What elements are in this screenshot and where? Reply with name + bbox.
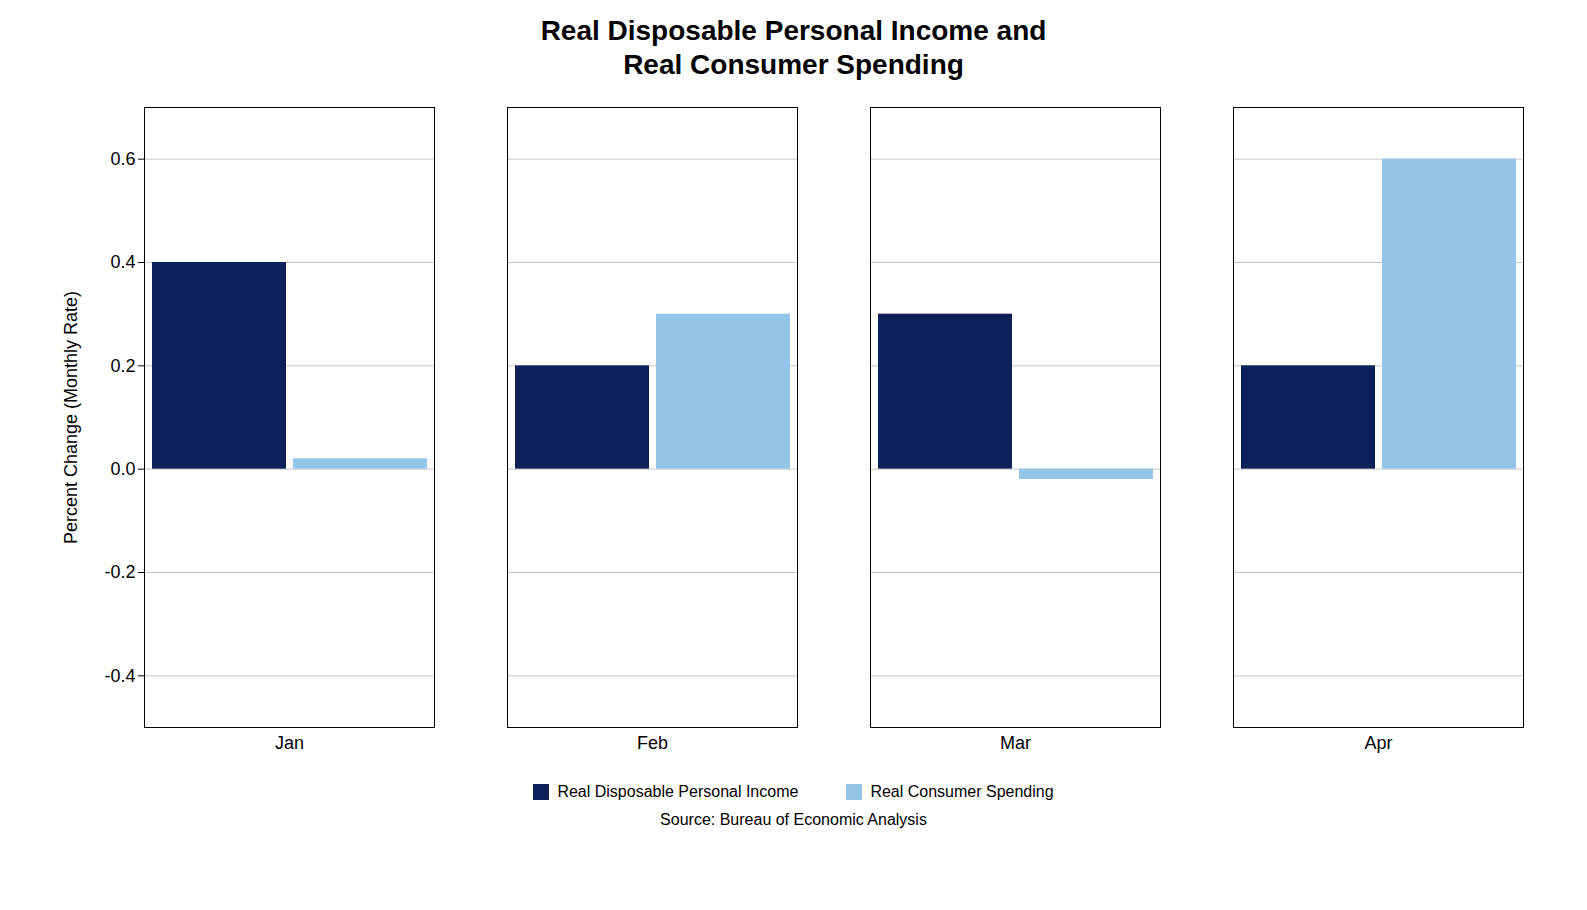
svg-text:Jan: Jan — [274, 733, 303, 753]
svg-text:-0.4: -0.4 — [104, 666, 135, 686]
html-text:Real Disposable Personal Incom: Real Disposable Personal Income — [557, 783, 799, 801]
svg-text:Mar: Mar — [1000, 733, 1031, 753]
svg-text:0.4: 0.4 — [110, 252, 135, 272]
svg-text:0.2: 0.2 — [110, 356, 135, 376]
html-text:Real Consumer Spending: Real Consumer Spending — [870, 783, 1054, 801]
svg-text:0.0: 0.0 — [110, 459, 135, 479]
html-text:Source: Bureau of Economic Ana: Source: Bureau of Economic Analysis — [660, 811, 927, 829]
svg-text:Apr: Apr — [1364, 733, 1392, 753]
svg-text:0.6: 0.6 — [110, 149, 135, 169]
svg-text:Feb: Feb — [636, 733, 667, 753]
html-text:Real Disposable Personal Incom: Real Disposable Personal Income and Real… — [540, 15, 1047, 80]
svg-text:-0.2: -0.2 — [104, 562, 135, 582]
svg-text:Percent Change (Monthly Rate): Percent Change (Monthly Rate) — [61, 291, 81, 544]
